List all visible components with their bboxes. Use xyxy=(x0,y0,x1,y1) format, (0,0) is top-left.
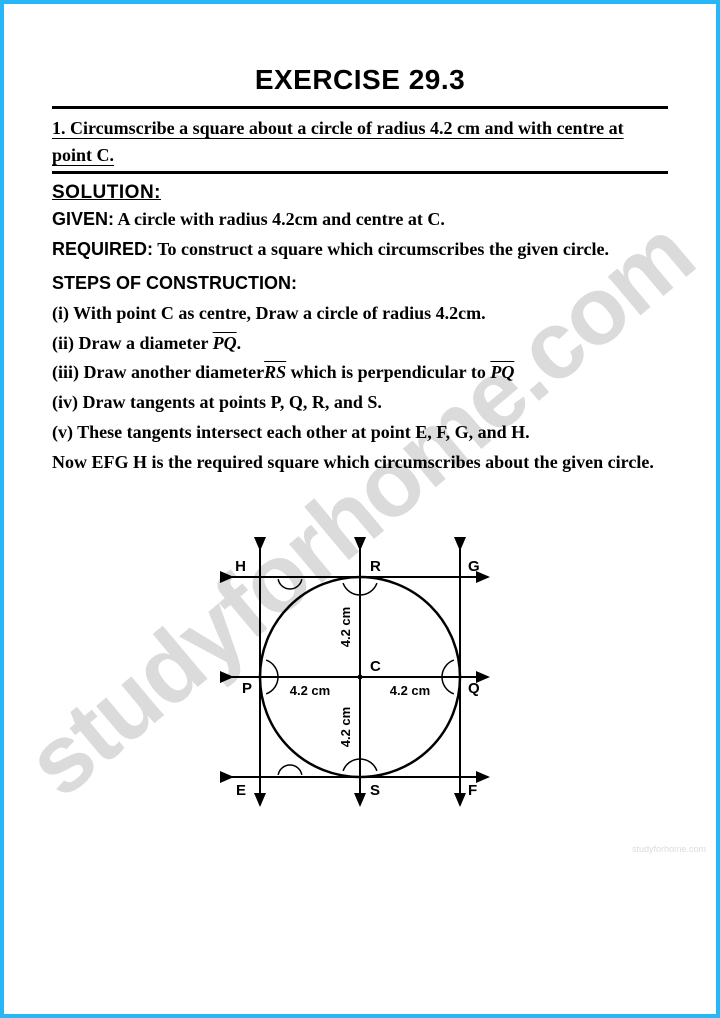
problem-statement: 1. Circumscribe a square about a circle … xyxy=(52,115,668,169)
step-ii-b: . xyxy=(237,333,242,353)
svg-text:4.2 cm: 4.2 cm xyxy=(338,607,353,647)
svg-text:4.2 cm: 4.2 cm xyxy=(390,683,430,698)
svg-text:F: F xyxy=(468,782,477,799)
step-ii-a: (ii) Draw a diameter xyxy=(52,333,213,353)
svg-text:S: S xyxy=(370,782,380,799)
given-line: GIVEN: A circle with radius 4.2cm and ce… xyxy=(52,206,668,234)
step-i: (i) With point C as centre, Draw a circl… xyxy=(52,300,668,328)
svg-text:C: C xyxy=(370,658,381,675)
rule-under-problem xyxy=(52,171,668,174)
step-v: (v) These tangents intersect each other … xyxy=(52,419,668,447)
required-label: REQUIRED: xyxy=(52,239,153,259)
step-iv: (iv) Draw tangents at points P, Q, R, an… xyxy=(52,389,668,417)
step-final: Now EFG H is the required square which c… xyxy=(52,449,668,477)
steps-label: STEPS OF CONSTRUCTION: xyxy=(52,270,668,298)
svg-text:E: E xyxy=(236,782,246,799)
required-line: REQUIRED: To construct a square which ci… xyxy=(52,236,668,264)
given-label: GIVEN: xyxy=(52,209,114,229)
svg-text:H: H xyxy=(235,558,246,575)
exercise-title: EXERCISE 29.3 xyxy=(52,64,668,96)
svg-text:4.2 cm: 4.2 cm xyxy=(290,683,330,698)
step-iii-pq: PQ xyxy=(490,362,514,382)
required-text: To construct a square which circumscribe… xyxy=(153,239,609,259)
svg-text:Q: Q xyxy=(468,680,480,697)
svg-text:G: G xyxy=(468,558,480,575)
svg-text:P: P xyxy=(242,680,252,697)
construction-diagram: H R G P C Q E S F 4.2 cm 4.2 cm 4.2 cm 4.2 cm xyxy=(200,517,520,837)
diagram-container: H R G P C Q E S F 4.2 cm 4.2 cm 4.2 cm 4.2 cm xyxy=(52,517,668,837)
step-ii: (ii) Draw a diameter PQ. xyxy=(52,330,668,358)
rule-top xyxy=(52,106,668,109)
solution-label: SOLUTION: xyxy=(52,182,668,204)
step-iii-a: (iii) Draw another diameter xyxy=(52,362,264,382)
page-content: EXERCISE 29.3 1. Circumscribe a square a… xyxy=(4,4,716,867)
step-iii: (iii) Draw another diameterRS which is p… xyxy=(52,359,668,387)
given-text: A circle with radius 4.2cm and centre at… xyxy=(114,209,445,229)
svg-text:4.2 cm: 4.2 cm xyxy=(338,707,353,747)
svg-text:R: R xyxy=(370,558,381,575)
step-ii-pq: PQ xyxy=(213,333,237,353)
step-iii-rs: RS xyxy=(264,362,286,382)
step-iii-b: which is perpendicular to xyxy=(286,362,490,382)
